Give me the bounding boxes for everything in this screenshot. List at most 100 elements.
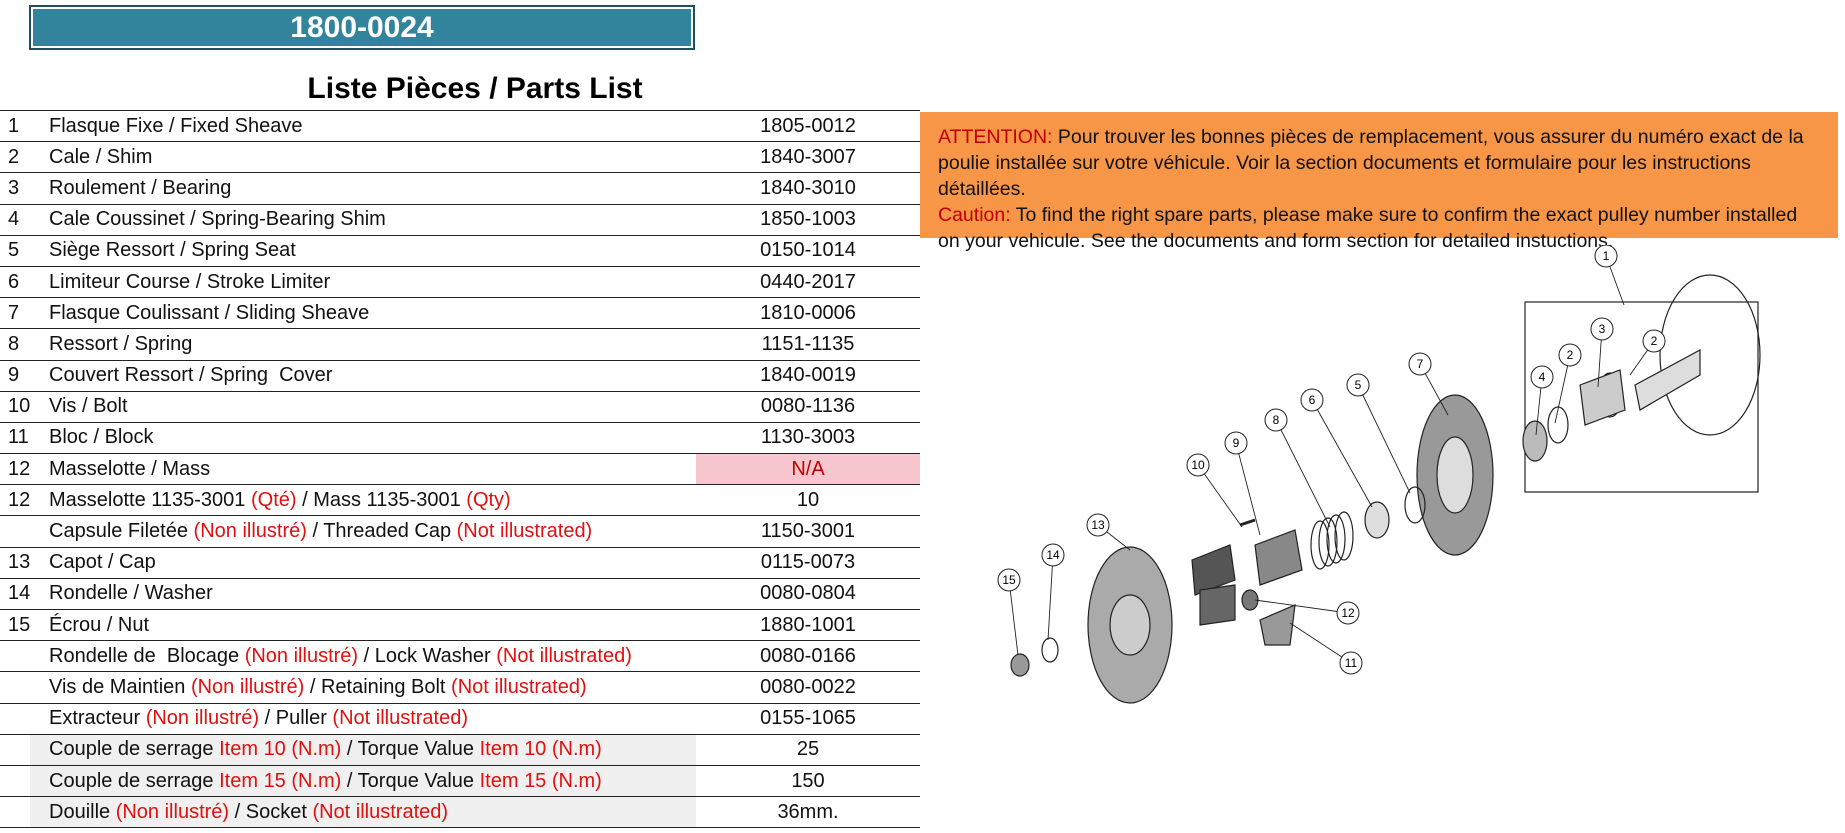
notice-fr-label: ATTENTION:	[938, 126, 1053, 148]
description-text: Capot / Cap	[49, 551, 156, 574]
description-text: Couple de serrage	[49, 738, 220, 761]
table-row: 15 Écrou / Nut 1880-1001	[0, 610, 920, 642]
item-description: Roulement / Bearing	[30, 173, 696, 203]
bolt-part	[1239, 518, 1256, 527]
table-row: 9 Couvert Ressort / Spring Cover 1840-0019	[0, 360, 920, 392]
callout-label: 1	[1603, 249, 1610, 263]
item-description: Rondelle / Washer	[30, 579, 696, 609]
bearing-part	[1579, 369, 1626, 426]
item-description: Cale Coussinet / Spring-Bearing Shim	[30, 205, 696, 235]
description-text: Bloc / Block	[49, 426, 154, 449]
part-code: 10	[796, 488, 820, 511]
description-text: / Socket	[229, 800, 313, 823]
item-number: 8	[0, 329, 30, 360]
description-note: (Qty)	[466, 488, 511, 511]
callout-10: 10	[1186, 453, 1210, 477]
description-text: / Threaded Cap	[306, 520, 457, 543]
item-number: 12	[0, 454, 30, 485]
part-code: 0080-1136	[760, 395, 856, 418]
callout-label: 14	[1046, 548, 1060, 562]
description-note: (Non illustré)	[244, 644, 359, 667]
part-code: 1150-3001	[760, 520, 856, 543]
description-text: Rondelle / Washer	[49, 582, 213, 605]
part-code: 25	[796, 738, 820, 761]
item-number: 15	[0, 610, 30, 641]
description-note: (Qté)	[250, 488, 297, 511]
item-number	[0, 641, 30, 672]
callout-label: 9	[1233, 436, 1240, 450]
item-number: 6	[0, 266, 30, 298]
description-text: Rondelle de Blocage	[49, 644, 245, 667]
item-description: Couvert Ressort / Spring Cover	[30, 361, 696, 391]
item-description: Masselotte 1135-3001 (Qté) / Mass 1135-3…	[30, 485, 696, 515]
description-text: Ressort / Spring	[49, 332, 193, 355]
item-number: 4	[0, 204, 30, 235]
shim-part-2	[1547, 406, 1569, 444]
callout-label: 6	[1309, 393, 1316, 407]
item-description: Siège Ressort / Spring Seat	[30, 236, 696, 266]
table-row: 10 Vis / Bolt 0080-1136	[0, 391, 920, 423]
table-row: 1 Flasque Fixe / Fixed Sheave 1805-0012	[0, 111, 920, 143]
part-code: 1840-3010	[760, 176, 856, 199]
page-title: Liste Pièces / Parts List	[307, 72, 643, 105]
notice-en-label: Caution:	[938, 204, 1011, 226]
item-number: 11	[0, 422, 30, 454]
description-text: Limiteur Course / Stroke Limiter	[49, 270, 331, 293]
callout-label: 7	[1417, 357, 1424, 371]
description-text: / Lock Washer	[358, 644, 497, 667]
description-note: (Not illustrated)	[312, 800, 449, 823]
item-description: Extracteur (Non illustré) / Puller (Not …	[30, 704, 696, 734]
item-description: Rondelle de Blocage (Non illustré) / Loc…	[30, 641, 696, 671]
callout-label: 11	[1345, 656, 1358, 670]
callout-6: 6	[1300, 388, 1324, 412]
item-number: 2	[0, 142, 30, 173]
description-text: Douille	[49, 800, 116, 823]
part-code: 0155-1065	[760, 707, 856, 730]
callout-8: 8	[1264, 408, 1288, 432]
table-row: Extracteur (Non illustré) / Puller (Not …	[0, 703, 920, 735]
part-code: 0150-1014	[760, 239, 856, 262]
table-row: 14 Rondelle / Washer 0080-0804	[0, 578, 920, 610]
description-text: / Mass 1135-3001	[296, 488, 467, 511]
table-row: 12 Masselotte / Mass N/A	[0, 454, 920, 486]
table-row: 6 Limiteur Course / Stroke Limiter 0440-20…	[0, 266, 920, 299]
part-number-header: 1800-0024	[29, 5, 695, 50]
item-number	[0, 672, 30, 703]
item-description: Douille (Non illustré) / Socket (Not ill…	[30, 797, 696, 828]
block-part-3	[1259, 604, 1296, 646]
table-row: 5 Siège Ressort / Spring Seat 0150-1014	[0, 235, 920, 267]
description-text: Masselotte / Mass	[49, 457, 211, 480]
table-row: Couple de serrage Item 15 (N.m) / Torque…	[0, 765, 920, 798]
callout-label: 5	[1355, 378, 1362, 392]
callout-14: 14	[1041, 543, 1065, 567]
description-text: Cale Coussinet / Spring-Bearing Shim	[49, 208, 386, 231]
item-number: 10	[0, 391, 30, 422]
description-text: Couvert Ressort / Spring Cover	[49, 364, 333, 387]
item-number	[0, 797, 30, 828]
stroke-limiter	[1364, 501, 1390, 539]
item-description: Bloc / Block	[30, 423, 696, 453]
description-text: Flasque Coulissant / Sliding Sheave	[49, 301, 370, 324]
description-text: Vis / Bolt	[49, 395, 128, 418]
callout-3: 3	[1590, 317, 1614, 341]
table-row: Vis de Maintien (Non illustré) / Retaini…	[0, 672, 920, 704]
sliding-sheave-hub	[1436, 436, 1474, 514]
item-number: 3	[0, 173, 30, 204]
callout-12: 12	[1336, 601, 1360, 625]
item-number: 7	[0, 298, 30, 329]
table-row: 7 Flasque Coulissant / Sliding Sheave 1810…	[0, 298, 920, 330]
callout-label: 3	[1599, 322, 1606, 336]
callout-2: 2	[1642, 329, 1666, 353]
callout-label: 4	[1539, 370, 1546, 384]
table-row: 8 Ressort / Spring 1151-1135	[0, 329, 920, 361]
description-text: / Torque Value	[341, 738, 480, 761]
fixed-sheave-box	[1524, 301, 1759, 493]
part-code: 0115-0073	[760, 551, 856, 574]
table-row: 4 Cale Coussinet / Spring-Bearing Shim 185…	[0, 204, 920, 236]
description-text: Couple de serrage	[49, 769, 220, 792]
callout-label: 15	[1002, 573, 1016, 587]
callout-label: 8	[1273, 413, 1280, 427]
part-code: 1810-0006	[760, 301, 856, 324]
table-row: Couple de serrage Item 10 (N.m) / Torque…	[0, 734, 920, 766]
